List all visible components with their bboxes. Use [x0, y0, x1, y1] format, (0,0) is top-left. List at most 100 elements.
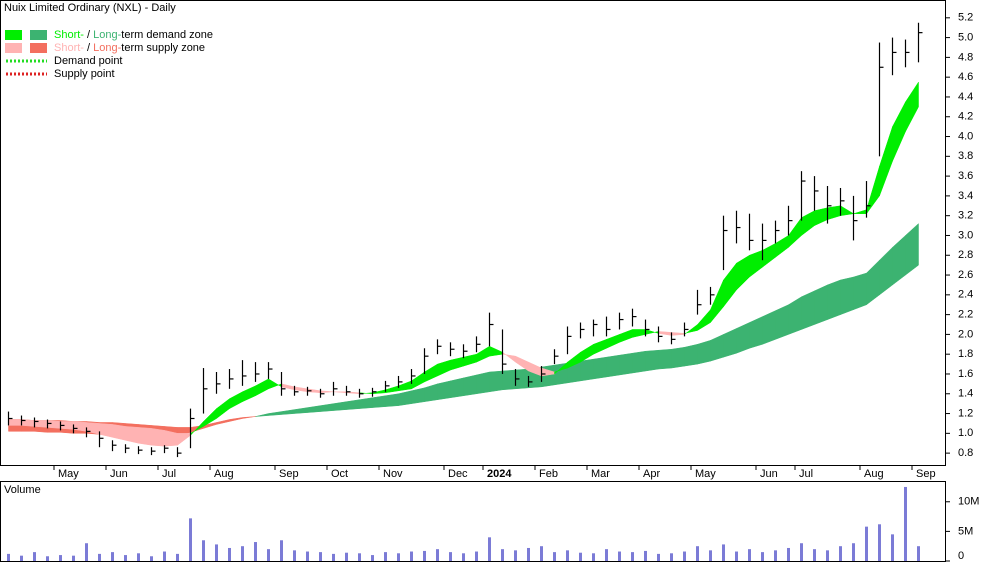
- volume-bar: [631, 552, 634, 561]
- price-frame: [0, 0, 946, 466]
- zone-segment: [502, 369, 516, 391]
- volume-panel: 0 5M 10M: [7, 486, 979, 562]
- volume-bar: [111, 552, 114, 561]
- volume-bar: [826, 550, 829, 561]
- y-tick-label: 5M: [958, 525, 973, 537]
- y-tick-label: 2.0: [958, 328, 973, 340]
- zone-segment: [814, 284, 828, 325]
- zone-segment: [840, 276, 854, 315]
- legend-text-part: Long-: [93, 29, 121, 41]
- volume-bar: [644, 550, 647, 561]
- zone-segment: [8, 419, 22, 426]
- zone-segment: [359, 397, 373, 409]
- volume-bar: [137, 553, 140, 561]
- volume-bar: [761, 552, 764, 561]
- volume-bar: [46, 556, 49, 561]
- x-tick-label: Jul: [162, 468, 176, 480]
- zone-segment: [463, 374, 477, 397]
- y-tick-label: 10M: [958, 496, 979, 508]
- y-tick-label: 1.8: [958, 348, 973, 360]
- x-tick-label: May: [695, 468, 716, 480]
- volume-bar: [397, 553, 400, 561]
- legend-text-part: Short-: [54, 42, 84, 54]
- zone-segment: [827, 279, 841, 320]
- zone-segment: [645, 349, 659, 372]
- zone-segment: [372, 395, 386, 408]
- volume-bar: [501, 549, 504, 561]
- y-tick-label: 3.6: [958, 170, 973, 182]
- volume-bar: [865, 526, 868, 561]
- y-tick-label: 1.6: [958, 368, 973, 380]
- legend-swatch: [5, 30, 22, 40]
- volume-bar: [423, 550, 426, 561]
- volume-bar: [72, 555, 75, 561]
- zone-segment: [801, 290, 815, 330]
- y-tick-label: 1.2: [958, 407, 973, 419]
- volume-bar: [852, 543, 855, 561]
- chart-title: Nuix Limited Ordinary (NXL) - Daily: [4, 2, 176, 14]
- x-tick-label: May: [58, 468, 79, 480]
- zone-segment: [125, 426, 139, 444]
- x-tick-label: Feb: [539, 468, 558, 480]
- volume-bar: [579, 552, 582, 561]
- zone-segment: [541, 364, 555, 388]
- y-tick-label: 2.2: [958, 309, 973, 321]
- zone-segment: [346, 399, 360, 410]
- volume-bar: [228, 547, 231, 561]
- x-tick-label: Dec: [448, 468, 468, 480]
- zone-segment: [593, 356, 607, 380]
- volume-bar: [917, 546, 920, 561]
- volume-bar: [267, 549, 270, 561]
- price-panel: 0.8 1.0 1.2 1.4 1.6 1.8 2.0 2.2 2.4 2.6 2.8 3.0 3.2 3…: [7, 12, 973, 480]
- volume-bar: [709, 550, 712, 561]
- y-tick-label: 1.0: [958, 427, 973, 439]
- volume-bar: [553, 552, 556, 561]
- volume-bar: [410, 551, 413, 561]
- volume-bar: [436, 549, 439, 561]
- y-tick-label: 3.4: [958, 190, 973, 202]
- x-tick-label: 2024: [487, 468, 512, 480]
- legend-text-part: term supply zone: [121, 42, 205, 54]
- x-tick-label: Mar: [591, 468, 610, 480]
- zone-segment: [138, 427, 152, 446]
- volume-bar: [371, 555, 374, 561]
- y-tick-label: 1.4: [958, 388, 973, 400]
- volume-bar: [306, 551, 309, 561]
- volume-bar: [189, 518, 192, 561]
- zone-segment: [580, 358, 594, 382]
- volume-bar: [592, 553, 595, 561]
- volume-bar: [33, 552, 36, 561]
- y-tick-label: 4.0: [958, 130, 973, 142]
- y-tick-label: 5.0: [958, 32, 973, 44]
- zone-segment: [697, 340, 711, 365]
- volume-bar: [540, 546, 543, 561]
- y-tick-label: 0: [958, 550, 964, 562]
- zone-segment: [47, 420, 61, 429]
- volume-bar: [59, 555, 62, 561]
- y-tick-label: 5.2: [958, 12, 973, 24]
- volume-bar: [891, 534, 894, 561]
- legend-text-part: term demand zone: [121, 29, 213, 41]
- x-tick-label: Apr: [643, 468, 660, 480]
- zone-segment: [658, 348, 672, 370]
- legend-text-part: Long-: [93, 42, 121, 54]
- legend-swatch: [5, 43, 22, 53]
- volume-bar: [813, 549, 816, 561]
- y-tick-label: 4.6: [958, 71, 973, 83]
- volume-bar: [839, 546, 842, 561]
- volume-bar: [618, 551, 621, 561]
- zone-segment: [853, 272, 867, 311]
- legend-swatch: [30, 43, 47, 53]
- volume-bar: [7, 553, 10, 561]
- volume-bar: [332, 553, 335, 561]
- volume-bar: [384, 552, 387, 561]
- zone-segment: [606, 354, 620, 378]
- zone-segment: [619, 352, 633, 376]
- x-tick-label: Sep: [279, 468, 299, 480]
- y-tick-label: 4.8: [958, 51, 973, 63]
- y-tick-label: 4.4: [958, 91, 973, 103]
- volume-bar: [657, 553, 660, 561]
- volume-bar: [514, 550, 517, 561]
